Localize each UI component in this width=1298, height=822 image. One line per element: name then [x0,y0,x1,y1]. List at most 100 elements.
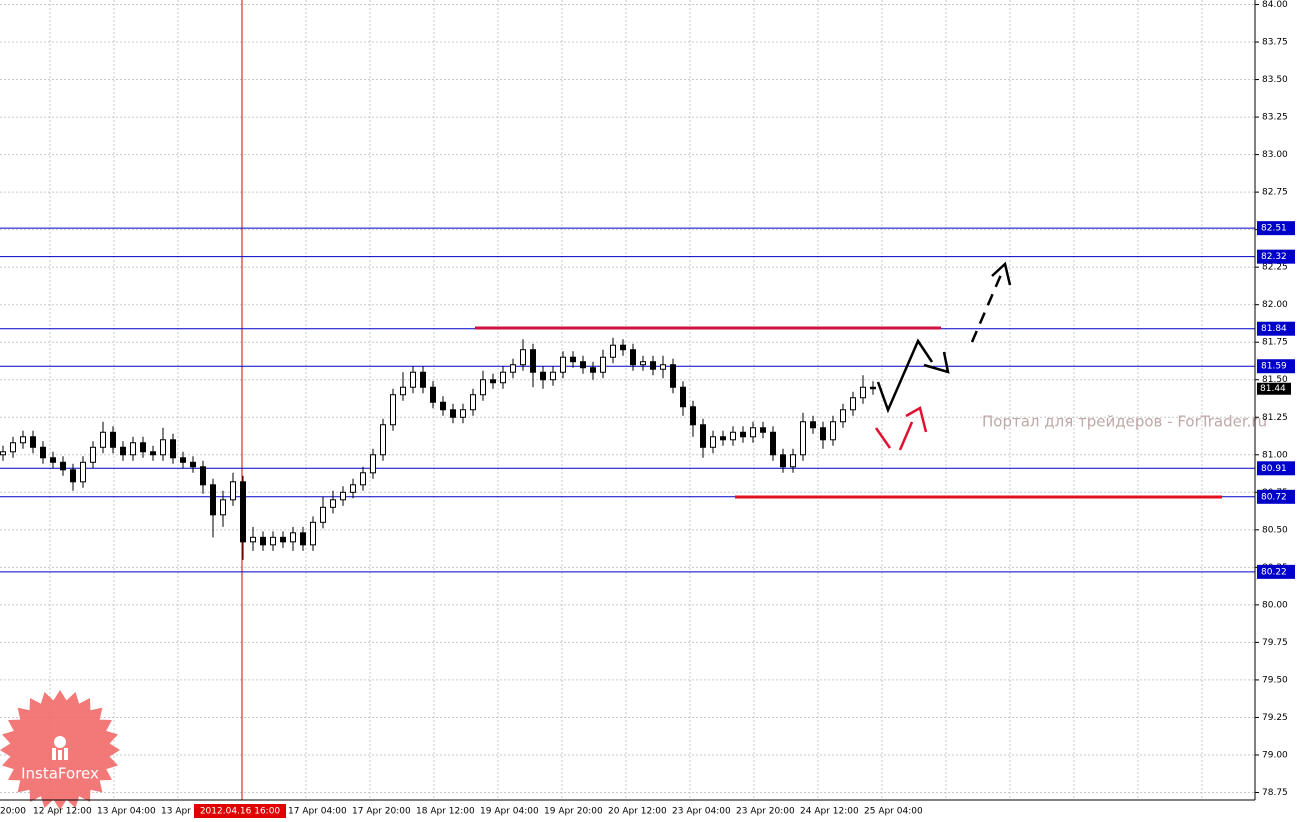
candle-body [410,371,416,388]
candle-body [330,499,336,508]
candle-body [550,371,556,381]
candle-body [180,457,186,463]
y-tick-label: 79.75 [1262,638,1288,648]
candle-body [480,379,486,396]
candle-body [770,431,776,456]
candle-body [600,356,606,373]
candle-body [820,427,826,441]
candle-body [580,361,586,369]
x-tick-label: 23 Apr 04:00 [672,807,731,817]
candle-body [700,424,706,448]
level-box [1257,321,1295,336]
candle-body [690,406,696,426]
last-price-label: 81.44 [1260,384,1286,394]
candle-body [640,361,646,366]
candle-body [400,386,406,396]
y-tick-label: 81.25 [1262,413,1288,423]
level-label: 80.72 [1261,492,1287,502]
level-label: 81.84 [1261,324,1287,334]
candle-body [210,484,216,516]
level-box [1257,359,1295,374]
candle-body [610,344,616,358]
candle-body [120,446,126,456]
candle-body [870,386,876,390]
candle-body [500,371,506,384]
candle-body [170,439,176,459]
candle-body [310,521,316,546]
candle-body [760,427,766,433]
y-tick-label: 82.00 [1262,300,1288,310]
candle-body [110,431,116,448]
logo-icon [52,736,68,760]
candle-body [230,481,236,501]
candle-body [140,442,146,453]
x-tick-label: 17 Apr 20:00 [352,807,411,817]
y-tick-label: 80.00 [1262,600,1288,610]
candle-body [240,481,246,543]
x-tick-label: 24 Apr 12:00 [800,807,859,817]
candle-body [130,442,136,456]
x-tick-label: 23 Apr 20:00 [736,807,795,817]
watermark: Портал для трейдеров - ForTrader.ru [982,413,1267,431]
x-tick-label: 18 Apr 12:00 [416,807,475,817]
x-tick-label: 13 Apr 04:00 [97,807,156,817]
candle-body [430,386,436,403]
candle-body [460,409,466,418]
candle-body [70,469,76,483]
drawn-arrows [874,261,1012,451]
candle-body [290,532,296,543]
last-price-box [1257,382,1291,395]
candle-body [190,461,196,468]
candle-body [30,436,36,448]
crosshair-box [194,804,286,818]
candle-body [730,431,736,441]
candle-body [490,379,496,384]
candle-body [660,364,666,370]
candle-body [750,427,756,438]
candle-body [850,397,856,411]
level-box [1257,489,1295,504]
candle-body [420,371,426,388]
y-tick-label: 80.50 [1262,525,1288,535]
candle-body [590,367,596,373]
x-tick-label: 25 Apr 04:00 [864,807,923,817]
level-label: 82.32 [1261,252,1287,262]
candle-body [650,361,656,370]
candle-body [100,431,106,448]
y-tick-label: 81.75 [1262,338,1288,348]
candle-body [570,356,576,363]
candle-body [720,436,726,441]
candle-body [840,409,846,423]
candle-body [280,536,286,543]
level-box [1257,249,1295,264]
y-tick-label: 81.00 [1262,450,1288,460]
candle-body [630,349,636,366]
y-tick-label: 82.75 [1262,188,1288,198]
candle-body [710,436,716,448]
candle-body [340,491,346,501]
candle-body [390,394,396,426]
candle-body [740,431,746,438]
y-tick-label: 79.25 [1262,713,1288,723]
candle-body [20,436,26,444]
y-tick-label: 82.25 [1262,263,1288,273]
candle-body [780,454,786,468]
x-tick-label: 17 Apr 04:00 [288,807,347,817]
candle-body [830,421,836,441]
candle-body [440,401,446,411]
candle-body [300,532,306,546]
candle-body [860,386,866,399]
candle-body [350,484,356,493]
level-label: 80.91 [1261,464,1287,474]
grid [0,0,1255,800]
candle-body [530,349,536,373]
y-tick-label: 83.00 [1262,150,1288,160]
x-tick-label: 19 Apr 20:00 [544,807,603,817]
x-tick-label: 20 Apr 12:00 [608,807,667,817]
candle-body [10,442,16,453]
level-box [1257,461,1295,476]
candle-body [450,409,456,418]
